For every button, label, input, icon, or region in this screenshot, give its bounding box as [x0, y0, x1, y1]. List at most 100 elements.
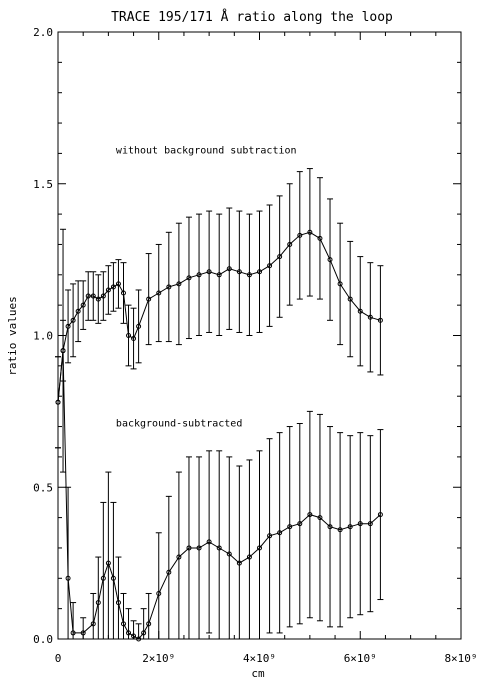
- data-point: [186, 545, 192, 551]
- data-point: [327, 257, 333, 263]
- data-point: [105, 560, 111, 566]
- annotation-label: without background subtraction: [116, 145, 297, 156]
- data-point: [216, 545, 222, 551]
- series-0: [55, 168, 384, 449]
- data-point: [95, 296, 101, 302]
- data-point: [307, 512, 313, 518]
- data-point: [357, 308, 363, 314]
- x-tick-label: 2×10⁹: [142, 652, 175, 665]
- data-point: [126, 333, 132, 338]
- y-tick-label: 1.0: [33, 330, 53, 343]
- data-point: [317, 235, 323, 241]
- data-point: [166, 569, 172, 575]
- series-layer: [55, 168, 384, 642]
- data-point: [55, 399, 61, 405]
- data-point: [307, 229, 313, 235]
- data-point: [327, 524, 333, 530]
- x-tick-label: 0: [55, 652, 62, 665]
- data-point: [377, 317, 383, 323]
- data-point: [156, 290, 162, 296]
- data-point: [166, 284, 172, 290]
- x-axis: 0 2×10⁹ 4×10⁹ 6×10⁹ 8×10⁹: [55, 32, 478, 665]
- data-point: [267, 263, 273, 269]
- data-point: [105, 287, 111, 293]
- data-point: [297, 521, 303, 527]
- data-point: [337, 527, 343, 533]
- data-point: [70, 630, 76, 636]
- data-point: [146, 296, 152, 302]
- y-tick-label: 2.0: [33, 26, 53, 39]
- data-point: [136, 636, 142, 642]
- data-point: [347, 524, 353, 530]
- data-point: [337, 281, 343, 287]
- series-1: [55, 228, 384, 642]
- annotations: without background subtraction background…: [116, 145, 297, 429]
- data-point: [216, 272, 222, 278]
- data-point: [206, 269, 212, 275]
- data-point: [115, 600, 121, 606]
- data-point: [206, 539, 212, 545]
- y-axis-label: ratio values: [6, 296, 19, 375]
- data-point: [367, 314, 373, 320]
- data-point: [317, 515, 323, 521]
- data-point: [141, 630, 147, 636]
- data-point: [120, 290, 126, 296]
- data-point: [257, 545, 262, 551]
- data-point: [246, 272, 252, 278]
- data-point: [186, 275, 192, 281]
- x-axis-label: cm: [251, 667, 265, 680]
- data-point: [287, 524, 293, 530]
- data-point: [257, 269, 262, 275]
- data-point: [226, 551, 232, 557]
- data-point: [277, 530, 283, 536]
- data-point: [80, 302, 86, 308]
- x-tick-label: 6×10⁹: [344, 652, 377, 665]
- data-point: [136, 323, 142, 329]
- data-point: [267, 533, 273, 539]
- data-point: [65, 323, 71, 329]
- data-point: [287, 241, 293, 247]
- data-point: [367, 521, 373, 527]
- data-point: [100, 293, 106, 299]
- x-tick-label: 4×10⁹: [243, 652, 276, 665]
- data-point: [75, 308, 81, 314]
- data-point: [377, 512, 383, 518]
- series-line: [57, 350, 381, 640]
- data-point: [100, 575, 106, 581]
- x-tick-label: 8×10⁹: [444, 652, 477, 665]
- data-point: [246, 554, 252, 560]
- data-point: [176, 281, 182, 287]
- data-point: [90, 293, 96, 299]
- data-point: [70, 317, 76, 323]
- y-axis: 0.0 0.5 1.0 1.5 2.0: [33, 26, 461, 646]
- annotation-label: background-subtracted: [116, 419, 242, 430]
- data-point: [297, 232, 303, 238]
- data-point: [146, 621, 152, 627]
- data-point: [226, 266, 232, 272]
- data-point: [347, 296, 353, 302]
- y-tick-label: 0.5: [33, 481, 53, 494]
- data-point: [236, 269, 242, 275]
- data-point: [236, 560, 242, 566]
- data-point: [80, 630, 86, 636]
- data-point: [85, 293, 91, 299]
- data-point: [131, 336, 137, 342]
- data-point: [176, 554, 182, 560]
- y-tick-label: 1.5: [33, 178, 53, 191]
- data-point: [126, 630, 132, 636]
- data-point: [90, 621, 96, 627]
- data-point: [120, 621, 126, 627]
- data-point: [277, 254, 283, 260]
- data-point: [196, 272, 202, 278]
- data-point: [60, 348, 66, 354]
- data-point: [357, 521, 363, 527]
- data-point: [110, 284, 116, 290]
- data-point: [65, 575, 71, 581]
- chart-title: TRACE 195/171 Å ratio along the loop: [111, 9, 393, 25]
- data-point: [115, 281, 121, 287]
- data-point: [110, 575, 116, 581]
- data-point: [156, 590, 162, 596]
- y-tick-label: 0.0: [33, 633, 53, 646]
